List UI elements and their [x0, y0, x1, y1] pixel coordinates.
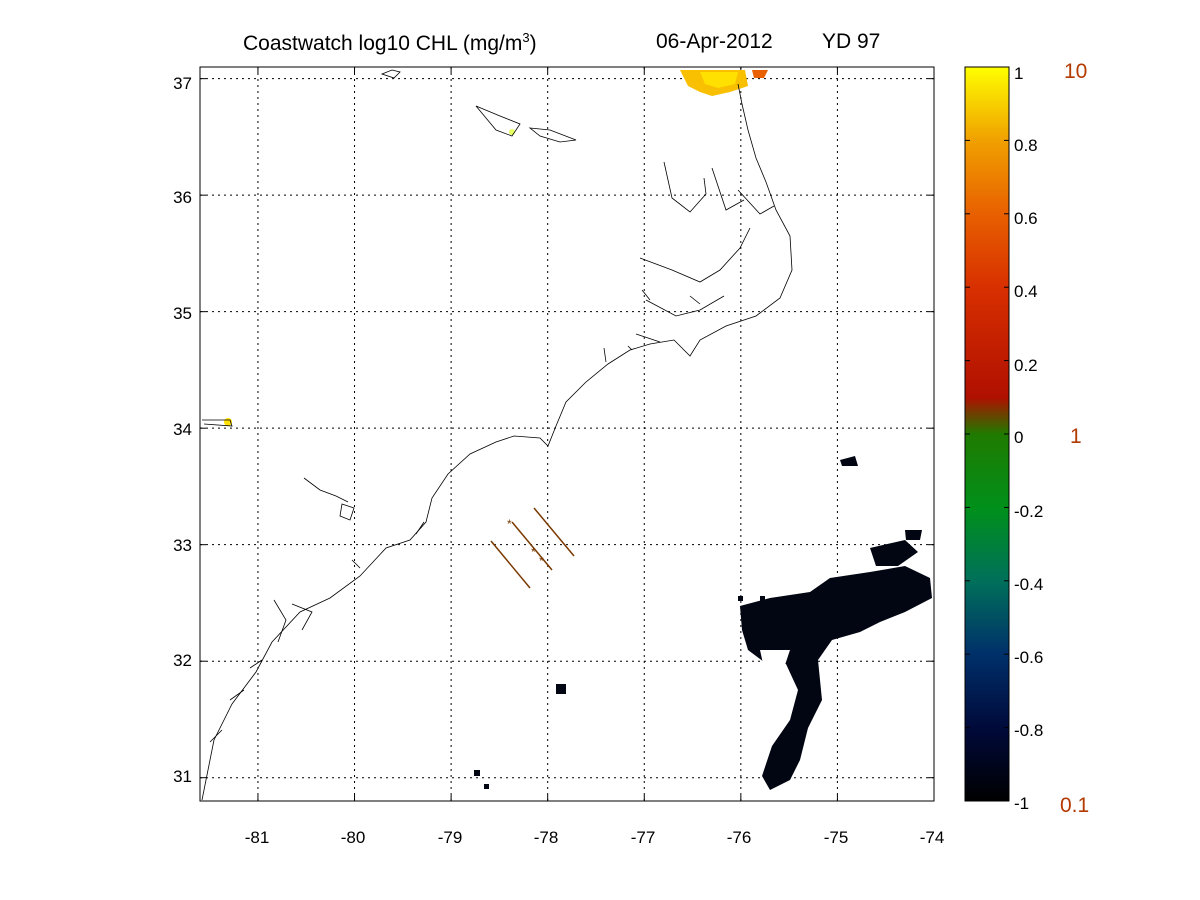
figure-title: Coastwatch log10 CHL (mg/m3): [243, 30, 537, 55]
colorbar-ticks: [965, 66, 1009, 802]
map-grid: [200, 67, 935, 801]
lon-tick-label: -76: [726, 828, 752, 847]
conc-label-mid: 1: [1070, 425, 1082, 448]
conc-label-low: 0.1: [1060, 794, 1090, 817]
lon-tick-label: -77: [630, 828, 656, 847]
colorbar-tick-label: -0.2: [1014, 502, 1044, 521]
colorbar-tick-label: -1: [1014, 794, 1030, 813]
svg-text:*: *: [507, 517, 512, 531]
lat-tick-label: 33: [173, 536, 192, 555]
title-yearday: YD 97: [822, 30, 881, 53]
lon-tick-label: -79: [437, 828, 463, 847]
colorbar-tick-label: -0.6: [1014, 648, 1044, 667]
lon-tick-label: -75: [823, 828, 849, 847]
low-chl-patch: [474, 456, 932, 790]
lat-tick-label: 34: [173, 420, 192, 439]
title-date: 06-Apr-2012: [656, 30, 773, 53]
lat-tick-label: 37: [173, 74, 192, 93]
colorbar-tick-label: 0.6: [1014, 209, 1038, 228]
lat-tick-label: 31: [173, 767, 192, 786]
svg-text:*: *: [539, 554, 544, 568]
map-frame: [199, 66, 935, 802]
colorbar-tick-label: 0.4: [1014, 282, 1038, 301]
colorbar-tick-label: 0: [1014, 428, 1024, 447]
lat-tick-label: 36: [173, 188, 192, 207]
coastline: [201, 69, 793, 801]
colorbar-tick-label: 0.2: [1014, 356, 1038, 375]
lat-tick-label: 35: [173, 304, 192, 323]
colorbar-tick-label: -0.4: [1014, 575, 1044, 594]
lon-tick-label: -81: [244, 828, 270, 847]
colorbar-tick-label: 0.8: [1014, 136, 1038, 155]
colorbar: [964, 66, 1010, 802]
lon-tick-label: -74: [919, 828, 945, 847]
svg-text:*: *: [531, 545, 536, 559]
ship-tracks: * * *: [490, 507, 575, 589]
data-gap: [760, 650, 790, 668]
lon-tick-label: -80: [340, 828, 366, 847]
lon-tick-label: -78: [533, 828, 559, 847]
colorbar-tick-label: -0.8: [1014, 721, 1044, 740]
lat-tick-label: 32: [173, 651, 192, 670]
conc-label-high: 10: [1064, 60, 1088, 83]
map-ticks: [200, 67, 935, 801]
colorbar-tick-label: 1: [1014, 64, 1024, 83]
